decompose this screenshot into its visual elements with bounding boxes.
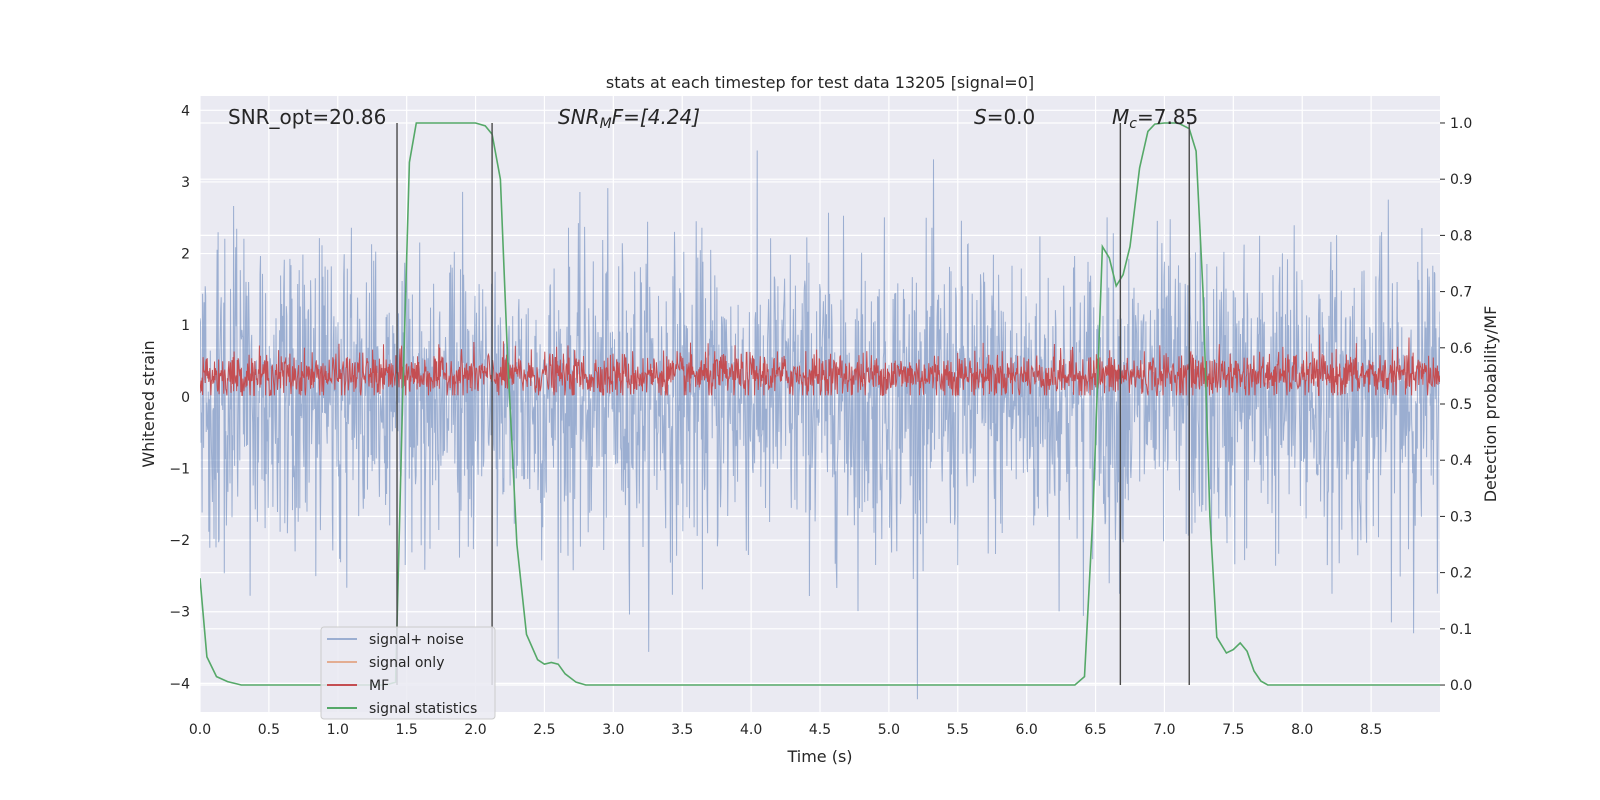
x-tick-label: 4.0 <box>740 722 762 738</box>
y-tick-label: 1 <box>181 318 190 334</box>
annotation-snr-opt: SNR_opt=20.86 <box>228 105 386 129</box>
y-right-tick-label: 0.2 <box>1450 566 1472 582</box>
x-tick-label: 6.0 <box>1016 722 1038 738</box>
series-signal-statistics-line <box>200 122 1440 686</box>
series-mf-line <box>200 334 1440 397</box>
legend-label-signal-noise: signal+ noise <box>369 632 464 648</box>
chart-title: stats at each timestep for test data 132… <box>606 73 1034 92</box>
y-right-tick-label: 0.9 <box>1450 172 1472 188</box>
x-tick-labels: 0.0 0.5 1.0 1.5 2.0 2.5 3.0 3.5 4.0 4.5 5.0 5.5 6.0 6… <box>189 722 1382 738</box>
y-right-tick-label: 0.6 <box>1450 341 1472 357</box>
x-tick-label: 2.0 <box>464 722 486 738</box>
annotation-snr-mf: SNRMF=[4.24] <box>558 105 700 132</box>
legend: signal+ noise signal only MF signal stat… <box>320 626 496 720</box>
x-axis-label: Time (s) <box>786 747 852 766</box>
legend-box <box>320 626 496 720</box>
x-tick-label: 7.5 <box>1222 722 1244 738</box>
y-tick-labels: 4 3 2 1 0 −1 −2 −3 −4 <box>169 103 190 692</box>
y-right-tick-label: 0.1 <box>1450 622 1472 638</box>
y-tick-label: −3 <box>169 605 190 621</box>
y-tick-label: −2 <box>169 533 190 549</box>
annotation-s: S=0.0 <box>974 105 1035 129</box>
x-tick-label: 3.0 <box>602 722 624 738</box>
y-right-axis-label: Detection probability/MF <box>1481 306 1500 503</box>
series-layer <box>200 122 1440 700</box>
x-tick-label: 3.5 <box>671 722 693 738</box>
x-tick-label: 8.0 <box>1291 722 1313 738</box>
y-right-tick-label: 0.0 <box>1450 678 1472 694</box>
y-right-tick-label: 0.5 <box>1450 397 1472 413</box>
legend-label-signal-only: signal only <box>369 655 444 671</box>
x-tick-label: 5.5 <box>947 722 969 738</box>
x-tick-label: 8.5 <box>1360 722 1382 738</box>
annotation-mc: Mc=7.85 <box>1112 105 1198 132</box>
x-tick-label: 0.0 <box>189 722 211 738</box>
x-tick-label: 5.0 <box>878 722 900 738</box>
y-tick-label: 4 <box>181 103 190 119</box>
x-tick-label: 6.5 <box>1084 722 1106 738</box>
y-right-tick-label: 0.4 <box>1450 453 1472 469</box>
snr-mf-sub: M <box>600 116 612 132</box>
x-tick-label: 1.0 <box>327 722 349 738</box>
y-tick-label: 0 <box>181 390 190 406</box>
y-tick-label: −4 <box>169 676 190 692</box>
vertical-markers <box>396 122 1190 686</box>
y-right-tick-label: 0.3 <box>1450 509 1472 525</box>
x-tick-label: 0.5 <box>258 722 280 738</box>
legend-label-mf: MF <box>369 678 389 694</box>
mc-sub: c <box>1129 116 1137 132</box>
mc-rest: =7.85 <box>1137 105 1198 129</box>
legend-label-signal-statistics: signal statistics <box>369 701 477 717</box>
s-rest: =0.0 <box>987 105 1036 129</box>
y-right-tick-labels: 1.0 0.9 0.8 0.7 0.6 0.5 0.4 0.3 0.2 0.1 0.0 <box>1440 116 1472 694</box>
snr-mf-rest: F=[4.24] <box>612 105 700 129</box>
x-tick-label: 4.5 <box>809 722 831 738</box>
x-tick-label: 2.5 <box>533 722 555 738</box>
s-main: S <box>974 105 987 129</box>
mc-main: M <box>1112 105 1129 129</box>
y-right-tick-label: 0.7 <box>1450 285 1472 301</box>
x-tick-label: 7.0 <box>1153 722 1175 738</box>
y-right-tick-label: 0.8 <box>1450 228 1472 244</box>
snr-mf-main: SNR <box>558 105 600 129</box>
y-tick-label: 3 <box>181 175 190 191</box>
y-axis-label: Whitened strain <box>139 340 158 467</box>
y-tick-label: −1 <box>169 461 190 477</box>
x-tick-label: 1.5 <box>396 722 418 738</box>
y-right-tick-label: 1.0 <box>1450 116 1472 132</box>
y-tick-label: 2 <box>181 247 190 263</box>
